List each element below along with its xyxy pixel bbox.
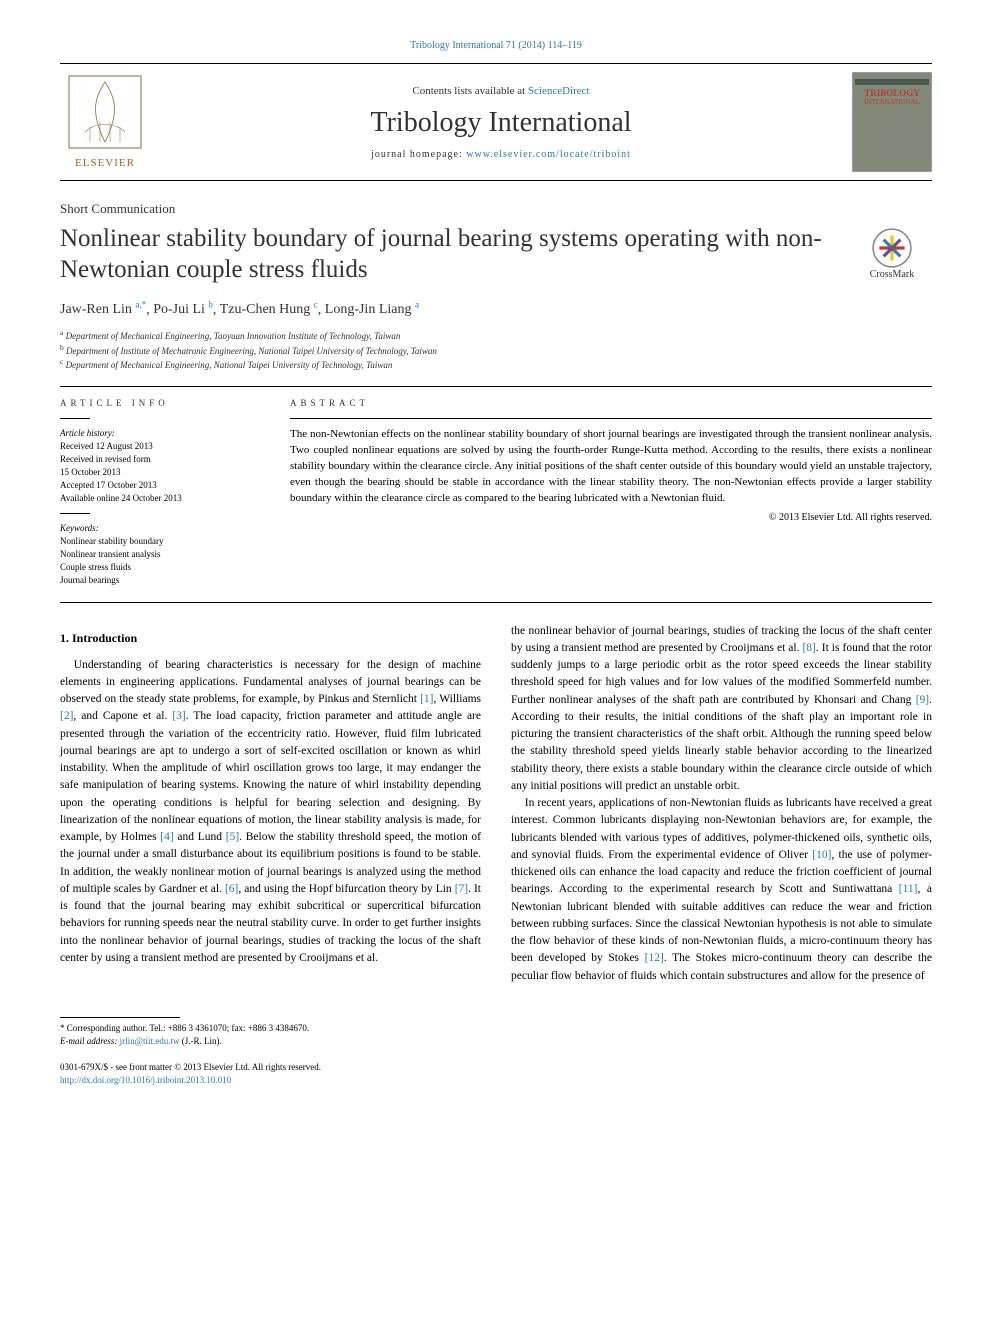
ref-link-9[interactable]: [9]: [916, 694, 929, 706]
para-1: Understanding of bearing characteristics…: [60, 657, 481, 968]
meta-section: ARTICLE INFO Article history: Received 1…: [60, 386, 932, 603]
affiliation-mark-link[interactable]: a: [415, 300, 419, 310]
author: Jaw-Ren Lin a,*: [60, 302, 146, 317]
doi-link[interactable]: http://dx.doi.org/10.1016/j.triboint.201…: [60, 1075, 231, 1085]
text-run: , and Capone et al.: [73, 710, 172, 722]
ref-link-2[interactable]: [2]: [60, 710, 73, 722]
cover-subtitle: INTERNATIONAL: [864, 98, 920, 106]
sciencedirect-link[interactable]: ScienceDirect: [528, 85, 590, 97]
cover-title: TRIBOLOGY: [864, 89, 920, 98]
author: Long-Jin Liang a: [325, 302, 419, 317]
author: Tzu-Chen Hung c: [220, 302, 318, 317]
history-lines: Received 12 August 2013Received in revis…: [60, 440, 260, 505]
article-info-heading: ARTICLE INFO: [60, 397, 260, 410]
ref-link-12[interactable]: [12]: [645, 952, 664, 964]
email-link[interactable]: jrlin@tiit.edu.tw: [120, 1036, 180, 1046]
keyword-line: Nonlinear transient analysis: [60, 548, 260, 561]
text-run: and Lund: [174, 831, 226, 843]
affiliation-line: c Department of Mechanical Engineering, …: [60, 357, 932, 372]
abstract-copyright: © 2013 Elsevier Ltd. All rights reserved…: [290, 511, 932, 526]
para-1-cont: the nonlinear behavior of journal bearin…: [511, 623, 932, 796]
body-text: 1. Introduction Understanding of bearing…: [60, 623, 932, 1087]
article-title: Nonlinear stability boundary of journal …: [60, 223, 832, 286]
text-run: Understanding of bearing characteristics…: [60, 659, 481, 706]
corresponding-author-footnote: * Corresponding author. Tel.: +886 3 436…: [60, 1022, 481, 1047]
issn-line: 0301-679X/$ - see front matter © 2013 El…: [60, 1061, 481, 1074]
email-who: (J.-R. Lin).: [179, 1036, 221, 1046]
abstract-heading: ABSTRACT: [290, 397, 932, 410]
elsevier-logo: ELSEVIER: [60, 72, 150, 172]
text-run: , Williams: [434, 693, 482, 705]
ref-link-7[interactable]: [7]: [455, 883, 468, 895]
history-line: 15 October 2013: [60, 466, 260, 479]
keyword-line: Journal bearings: [60, 574, 260, 587]
journal-cover-thumbnail: TRIBOLOGY INTERNATIONAL: [852, 72, 932, 172]
header-center: Contents lists available at ScienceDirec…: [150, 72, 852, 172]
article-type: Short Communication: [60, 201, 932, 217]
top-citation[interactable]: Tribology International 71 (2014) 114–11…: [60, 40, 932, 51]
crossmark-badge[interactable]: CrossMark: [852, 227, 932, 280]
affiliation-mark-link[interactable]: c: [314, 300, 318, 310]
history-heading: Article history:: [60, 427, 260, 440]
ref-link-8[interactable]: [8]: [802, 642, 815, 654]
corresponding-star[interactable]: *: [142, 300, 147, 310]
keyword-line: Couple stress fluids: [60, 561, 260, 574]
author: Po-Jui Li b: [153, 302, 213, 317]
author-list: Jaw-Ren Lin a,*, Po-Jui Li b, Tzu-Chen H…: [60, 300, 932, 319]
history-line: Available online 24 October 2013: [60, 492, 260, 505]
keywords-heading: Keywords:: [60, 522, 260, 535]
elsevier-text: ELSEVIER: [75, 157, 135, 169]
history-line: Accepted 17 October 2013: [60, 479, 260, 492]
email-label: E-mail address:: [60, 1036, 120, 1046]
journal-name: Tribology International: [150, 107, 852, 139]
history-line: Received 12 August 2013: [60, 440, 260, 453]
ref-link-3[interactable]: [3]: [172, 710, 185, 722]
keyword-line: Nonlinear stability boundary: [60, 535, 260, 548]
ref-link-6[interactable]: [6]: [225, 883, 238, 895]
homepage-link[interactable]: www.elsevier.com/locate/triboint: [466, 149, 631, 160]
ref-link-10[interactable]: [10]: [812, 849, 831, 861]
affiliation-line: a Department of Mechanical Engineering, …: [60, 328, 932, 343]
section-heading-1: 1. Introduction: [60, 629, 481, 647]
text-run: . According to their results, the initia…: [511, 694, 932, 792]
journal-header: ELSEVIER Contents lists available at Sci…: [60, 63, 932, 181]
article-info-column: ARTICLE INFO Article history: Received 1…: [60, 397, 260, 588]
ref-link-11[interactable]: [11]: [899, 883, 918, 895]
homepage-line: journal homepage: www.elsevier.com/locat…: [150, 149, 852, 160]
keywords-lines: Nonlinear stability boundaryNonlinear tr…: [60, 535, 260, 587]
contents-prefix: Contents lists available at: [412, 85, 527, 97]
text-run: , and using the Hopf bifurcation theory …: [238, 883, 454, 895]
history-line: Received in revised form: [60, 453, 260, 466]
affiliations: a Department of Mechanical Engineering, …: [60, 328, 932, 372]
abstract-text: The non-Newtonian effects on the nonline…: [290, 427, 932, 507]
ref-link-4[interactable]: [4]: [160, 831, 173, 843]
text-run: . The load capacity, friction parameter …: [60, 710, 481, 843]
bottom-meta: 0301-679X/$ - see front matter © 2013 El…: [60, 1061, 481, 1086]
corr-author-line: * Corresponding author. Tel.: +886 3 436…: [60, 1022, 481, 1035]
affiliation-line: b Department of Institute of Mechatronic…: [60, 343, 932, 358]
crossmark-label: CrossMark: [870, 269, 914, 280]
ref-link-5[interactable]: [5]: [226, 831, 239, 843]
contents-line: Contents lists available at ScienceDirec…: [150, 85, 852, 97]
abstract-column: ABSTRACT The non-Newtonian effects on th…: [290, 397, 932, 588]
homepage-prefix: journal homepage:: [371, 149, 466, 160]
ref-link-1[interactable]: [1]: [420, 693, 433, 705]
affiliation-mark-link[interactable]: b: [208, 300, 213, 310]
para-2: In recent years, applications of non-New…: [511, 795, 932, 985]
